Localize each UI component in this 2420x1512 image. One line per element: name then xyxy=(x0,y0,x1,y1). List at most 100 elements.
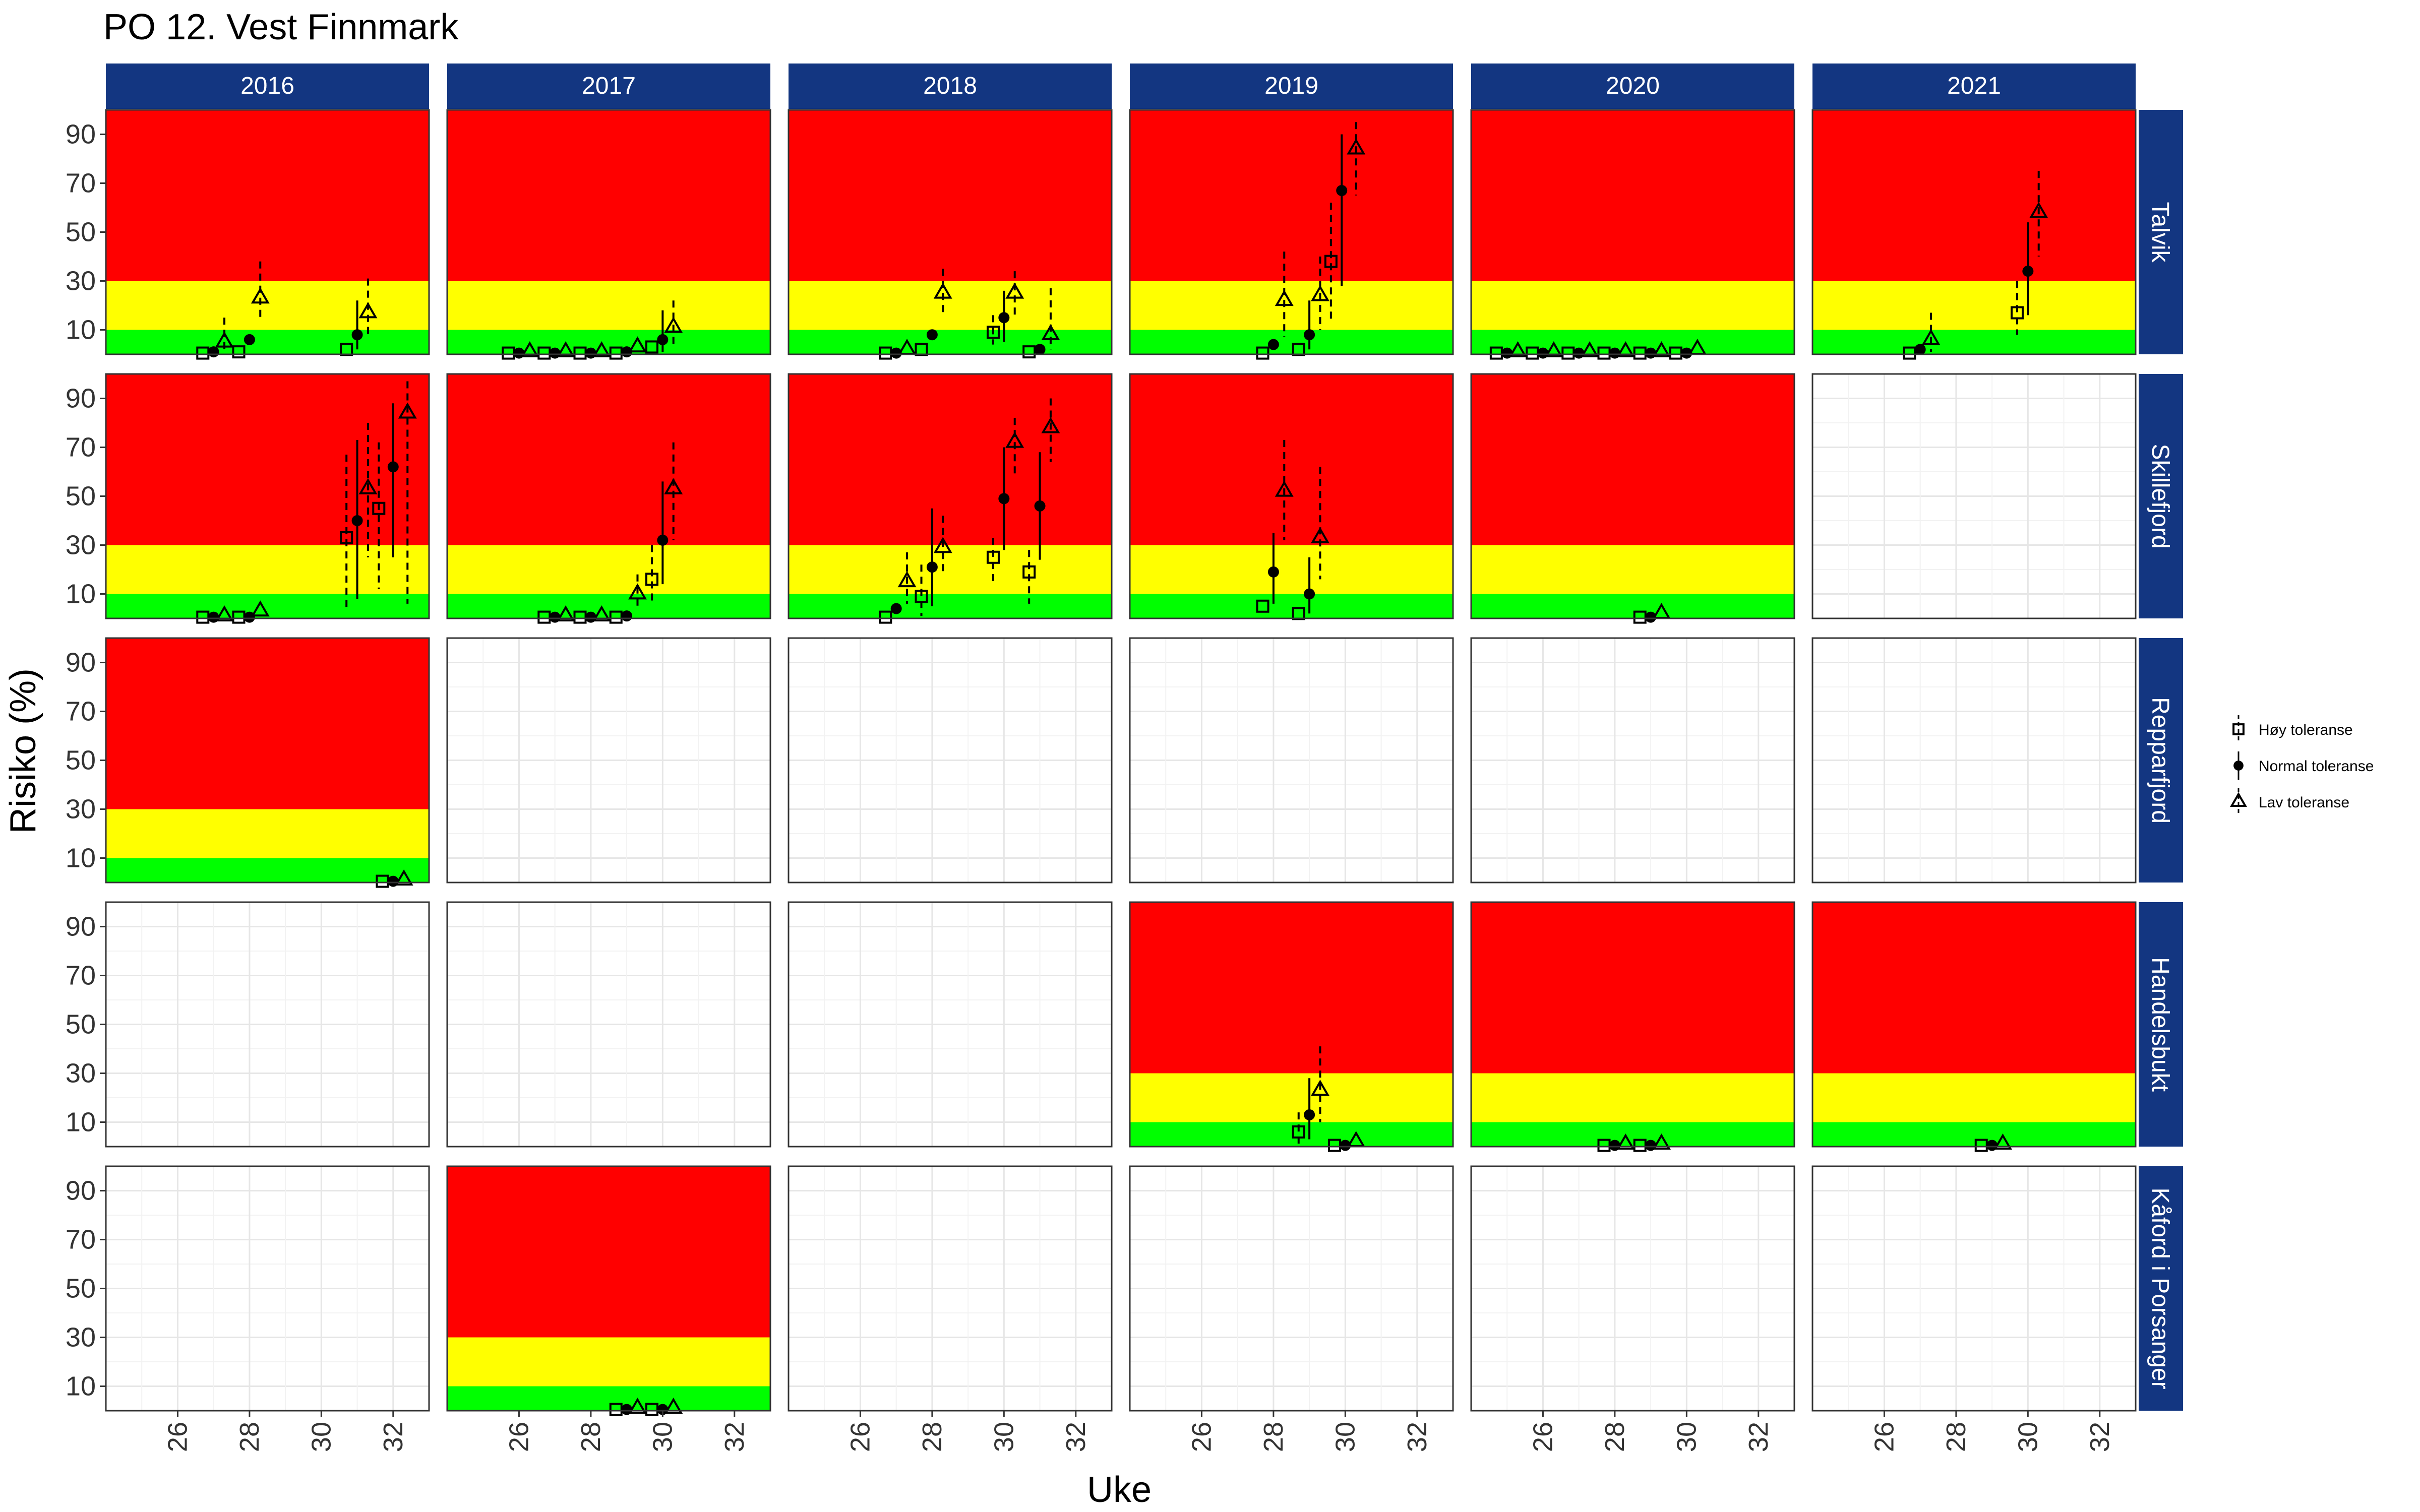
data-point-normal xyxy=(926,561,938,573)
zone-yellow xyxy=(106,281,429,330)
data-point-lav xyxy=(1311,1080,1329,1096)
x-axis-label: Uke xyxy=(1087,1470,1152,1510)
data-point-lav xyxy=(1275,480,1294,497)
data-point-normal xyxy=(351,329,363,341)
panel-border xyxy=(1470,637,1795,884)
data-point-normal xyxy=(1267,566,1279,578)
panel-border xyxy=(1811,637,2137,884)
row-strip-bg xyxy=(2139,902,2183,1147)
x-tick-label: 26 xyxy=(504,1422,534,1452)
column-strip: 2016 xyxy=(106,64,429,109)
panel-border xyxy=(446,373,771,619)
column-strip-label: 2016 xyxy=(240,73,294,99)
row-strip-bg xyxy=(2139,1166,2183,1411)
data-point-normal xyxy=(2022,266,2034,277)
y-tick-label: 10 xyxy=(66,1371,96,1402)
row-strip-label: Repparfjord xyxy=(2147,697,2173,824)
panel xyxy=(788,637,1113,884)
x-tick-label: 32 xyxy=(1743,1422,1774,1452)
panel xyxy=(1129,373,1454,620)
y-tick-label: 70 xyxy=(66,168,96,199)
panel: 10 30 50 70 90 xyxy=(66,637,430,888)
x-tick-label: 28 xyxy=(1258,1422,1289,1452)
column-strip-bg xyxy=(1471,64,1794,109)
panel-border xyxy=(446,109,771,355)
zone-red xyxy=(447,110,770,281)
column-strip-label: 2021 xyxy=(1947,73,2001,99)
data-point-hoy xyxy=(340,531,353,544)
y-tick-label: 70 xyxy=(66,961,96,991)
column-strip-bg xyxy=(106,64,429,109)
column-strip: 2021 xyxy=(1812,64,2136,109)
data-point-lav xyxy=(2029,202,2048,218)
legend-key-lav xyxy=(2230,792,2247,807)
y-tick-label: 50 xyxy=(66,745,96,776)
data-point-lav xyxy=(1275,290,1294,306)
data-point-lav xyxy=(1616,1133,1635,1150)
column-strip-bg xyxy=(1812,64,2136,109)
y-tick-label: 50 xyxy=(66,481,96,512)
legend-entry-hoy: Høy toleranse xyxy=(2232,715,2353,743)
legend-entry-normal: Normal toleranse xyxy=(2233,751,2374,780)
panel xyxy=(1811,109,2137,360)
x-tick-label: 30 xyxy=(1330,1422,1360,1452)
panel: 10 30 50 70 90 26 28 30 32 xyxy=(66,1165,430,1452)
zone-yellow xyxy=(1471,545,1794,594)
data-point-lav xyxy=(664,1397,683,1414)
panel xyxy=(1129,637,1454,884)
x-tick-label: 32 xyxy=(378,1422,408,1452)
data-point-lav xyxy=(592,605,611,621)
row-strip: Kåford i Porsanger xyxy=(2139,1166,2183,1411)
panel-border xyxy=(1811,109,2137,355)
zone-green xyxy=(1130,330,1453,354)
data-point-normal xyxy=(657,334,669,345)
panel xyxy=(446,109,771,360)
panel-border xyxy=(446,901,771,1148)
data-point-hoy xyxy=(645,573,658,586)
data-point-lav xyxy=(897,571,917,588)
legend-entry-lav: Lav toleranse xyxy=(2230,788,2349,816)
data-point-normal xyxy=(1681,347,1692,359)
row-strip: Talvik xyxy=(2139,110,2183,354)
panel-border xyxy=(1470,373,1795,619)
zone-green xyxy=(1812,330,2136,354)
x-tick-label: 28 xyxy=(1941,1422,1971,1452)
zone-yellow xyxy=(106,809,429,858)
zone-yellow xyxy=(1471,281,1794,330)
panel xyxy=(1470,109,1795,360)
panel xyxy=(788,901,1113,1148)
chart-title: PO 12. Vest Finnmark xyxy=(103,7,459,47)
y-tick-label: 90 xyxy=(66,119,96,150)
legend-label: Normal toleranse xyxy=(2259,758,2374,775)
x-tick-label: 26 xyxy=(845,1422,875,1452)
legend-key-normal xyxy=(2233,761,2244,771)
data-point-normal xyxy=(657,534,669,546)
x-tick-label: 28 xyxy=(234,1422,265,1452)
y-tick-label: 90 xyxy=(66,648,96,678)
x-tick-label: 32 xyxy=(1402,1422,1432,1452)
data-point-lav xyxy=(933,282,952,299)
row-strip-bg xyxy=(2139,110,2183,354)
column-strip-label: 2019 xyxy=(1264,73,1318,99)
data-point-normal xyxy=(1304,329,1315,341)
data-point-hoy xyxy=(1256,346,1269,360)
zone-green xyxy=(1130,594,1453,618)
data-point-lav xyxy=(1616,341,1635,357)
panel: 26 28 30 32 xyxy=(1129,1165,1454,1452)
y-tick-label: 70 xyxy=(66,697,96,727)
data-point-hoy xyxy=(1324,255,1338,268)
y-tick-label: 90 xyxy=(66,1176,96,1206)
panel: 26 28 30 32 xyxy=(788,1165,1113,1452)
column-strip-bg xyxy=(789,64,1112,109)
zone-green xyxy=(1471,594,1794,618)
data-point-lav xyxy=(664,478,683,494)
zone-red xyxy=(789,374,1112,545)
data-point-normal xyxy=(890,347,902,359)
column-strip-label: 2018 xyxy=(923,73,977,99)
data-point-lav xyxy=(520,341,539,357)
data-point-lav xyxy=(1921,329,1941,345)
y-tick-label: 30 xyxy=(66,794,96,825)
x-tick-label: 30 xyxy=(647,1422,678,1452)
zone-red xyxy=(789,110,1112,281)
panel-border xyxy=(1470,901,1795,1148)
